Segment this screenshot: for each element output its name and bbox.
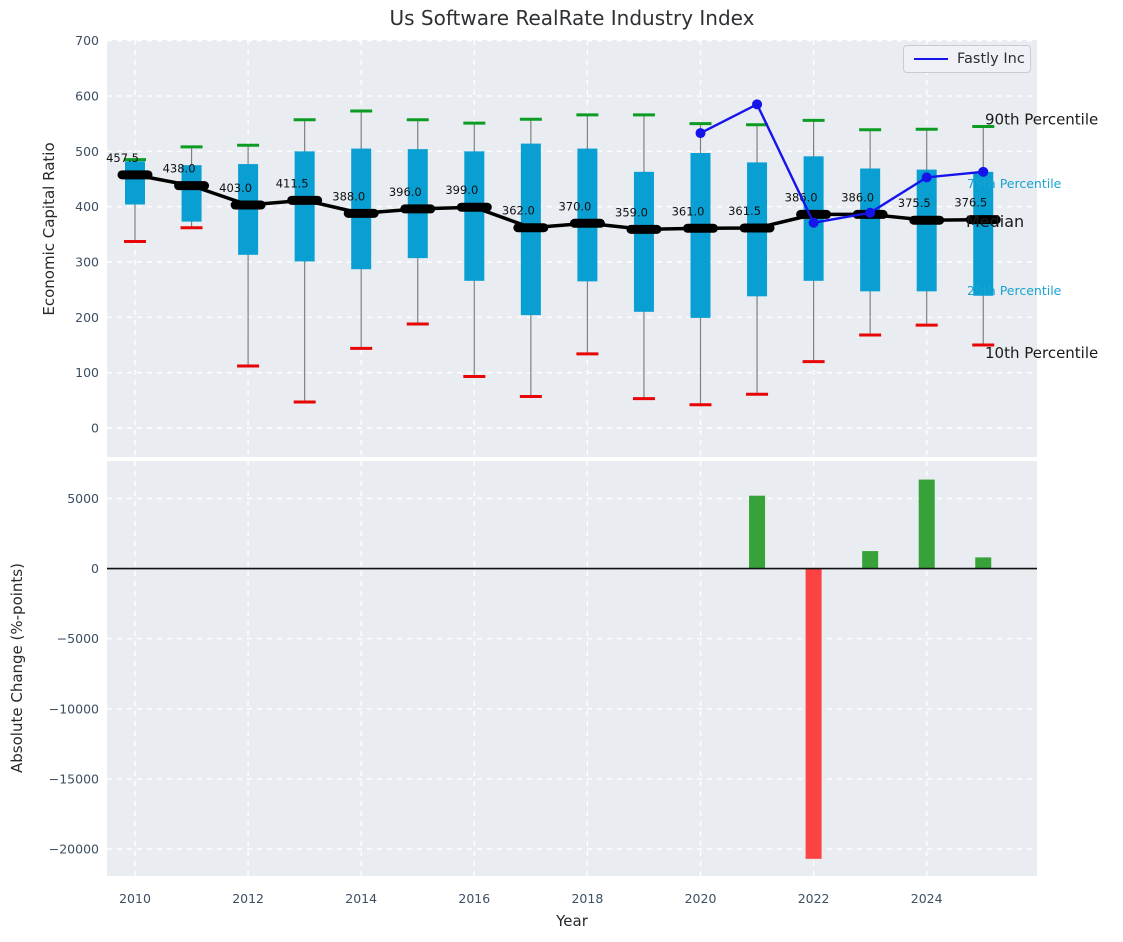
iqr-box-2016 bbox=[464, 151, 485, 281]
fastly-marker-2024 bbox=[921, 172, 932, 183]
x-axis-label: Year bbox=[556, 912, 588, 930]
top-ytick-600: 600 bbox=[75, 89, 99, 104]
annotation-median: Median bbox=[966, 212, 1024, 231]
bottom-ytick--10000: −10000 bbox=[49, 701, 99, 716]
iqr-box-2019 bbox=[633, 171, 654, 312]
top-ytick-100: 100 bbox=[75, 365, 99, 380]
median-value-label-2016: 399.0 bbox=[445, 183, 478, 197]
bottom-ytick--5000: −5000 bbox=[57, 631, 99, 646]
legend-series-label: Fastly Inc bbox=[957, 51, 1025, 67]
fastly-marker-2021 bbox=[752, 99, 763, 110]
iqr-box-2024 bbox=[916, 169, 937, 292]
xtick-2024: 2024 bbox=[911, 891, 943, 906]
fastly-marker-2022 bbox=[808, 217, 819, 228]
xtick-2012: 2012 bbox=[232, 891, 264, 906]
xtick-2016: 2016 bbox=[458, 891, 490, 906]
median-value-label-2019: 359.0 bbox=[615, 205, 648, 219]
change-bar-2022 bbox=[805, 568, 822, 859]
median-value-label-2013: 411.5 bbox=[276, 176, 309, 190]
legend: Fastly Inc bbox=[903, 45, 1031, 73]
xtick-2010: 2010 bbox=[119, 891, 151, 906]
median-value-label-2020: 361.0 bbox=[672, 204, 705, 218]
median-value-label-2010: 457.5 bbox=[106, 151, 139, 165]
median-value-label-2021: 361.5 bbox=[728, 204, 761, 218]
annotation-75th-percentile: 75th Percentile bbox=[967, 176, 1062, 191]
top-y-axis-label: Economic Capital Ratio bbox=[40, 142, 58, 316]
annotation-25th-percentile: 25th Percentile bbox=[967, 283, 1062, 298]
bottom-y-axis-label: Absolute Change (%-points) bbox=[8, 563, 26, 773]
bottom-ytick-0: 0 bbox=[91, 561, 99, 576]
chart-title: Us Software RealRate Industry Index bbox=[389, 6, 755, 30]
median-value-label-2018: 370.0 bbox=[558, 199, 591, 213]
bottom-ytick--20000: −20000 bbox=[49, 842, 99, 857]
top-ytick-0: 0 bbox=[91, 421, 99, 436]
median-value-label-2011: 438.0 bbox=[163, 162, 196, 176]
annotation-90th-percentile: 90th Percentile bbox=[985, 110, 1098, 128]
iqr-box-2010 bbox=[125, 161, 145, 205]
bottom-ytick--15000: −15000 bbox=[49, 771, 99, 786]
bottom-axes-background bbox=[107, 461, 1037, 876]
median-value-label-2023: 386.0 bbox=[841, 190, 874, 204]
median-line bbox=[134, 173, 984, 232]
median-value-label-2015: 396.0 bbox=[389, 185, 422, 199]
top-ytick-300: 300 bbox=[75, 255, 99, 270]
median-value-label-2012: 403.0 bbox=[219, 181, 252, 195]
fastly-marker-2020 bbox=[695, 128, 706, 139]
fastly-line bbox=[699, 102, 984, 225]
fastly-marker-2023 bbox=[865, 207, 876, 218]
annotation-10th-percentile: 10th Percentile bbox=[985, 344, 1098, 362]
xtick-2020: 2020 bbox=[685, 891, 717, 906]
iqr-box-2013 bbox=[294, 151, 315, 262]
bottom-ytick-5000: 5000 bbox=[67, 491, 99, 506]
change-bar-2023 bbox=[862, 551, 879, 569]
legend-line-swatch bbox=[914, 58, 948, 60]
iqr-box-2011 bbox=[181, 165, 202, 222]
top-ytick-700: 700 bbox=[75, 33, 99, 48]
top-ytick-400: 400 bbox=[75, 199, 99, 214]
top-ytick-500: 500 bbox=[75, 144, 99, 159]
median-value-label-2014: 388.0 bbox=[332, 189, 365, 203]
change-bar-2024 bbox=[918, 479, 935, 569]
iqr-box-2018 bbox=[577, 148, 598, 282]
top-axes-background bbox=[107, 40, 1037, 457]
median-value-label-2017: 362.0 bbox=[502, 204, 535, 218]
xtick-2022: 2022 bbox=[798, 891, 830, 906]
fastly-marker-2025 bbox=[978, 166, 989, 177]
iqr-box-2020 bbox=[690, 153, 711, 318]
median-value-label-2025: 376.5 bbox=[954, 196, 987, 210]
iqr-box-2025 bbox=[973, 171, 994, 296]
xtick-2018: 2018 bbox=[571, 891, 603, 906]
iqr-box-2023 bbox=[860, 168, 881, 292]
median-value-label-2024: 375.5 bbox=[898, 196, 931, 210]
xtick-2014: 2014 bbox=[345, 891, 377, 906]
top-ytick-200: 200 bbox=[75, 310, 99, 325]
iqr-box-2015 bbox=[407, 149, 428, 259]
change-bar-2025 bbox=[975, 557, 992, 569]
change-bar-2021 bbox=[749, 495, 766, 569]
